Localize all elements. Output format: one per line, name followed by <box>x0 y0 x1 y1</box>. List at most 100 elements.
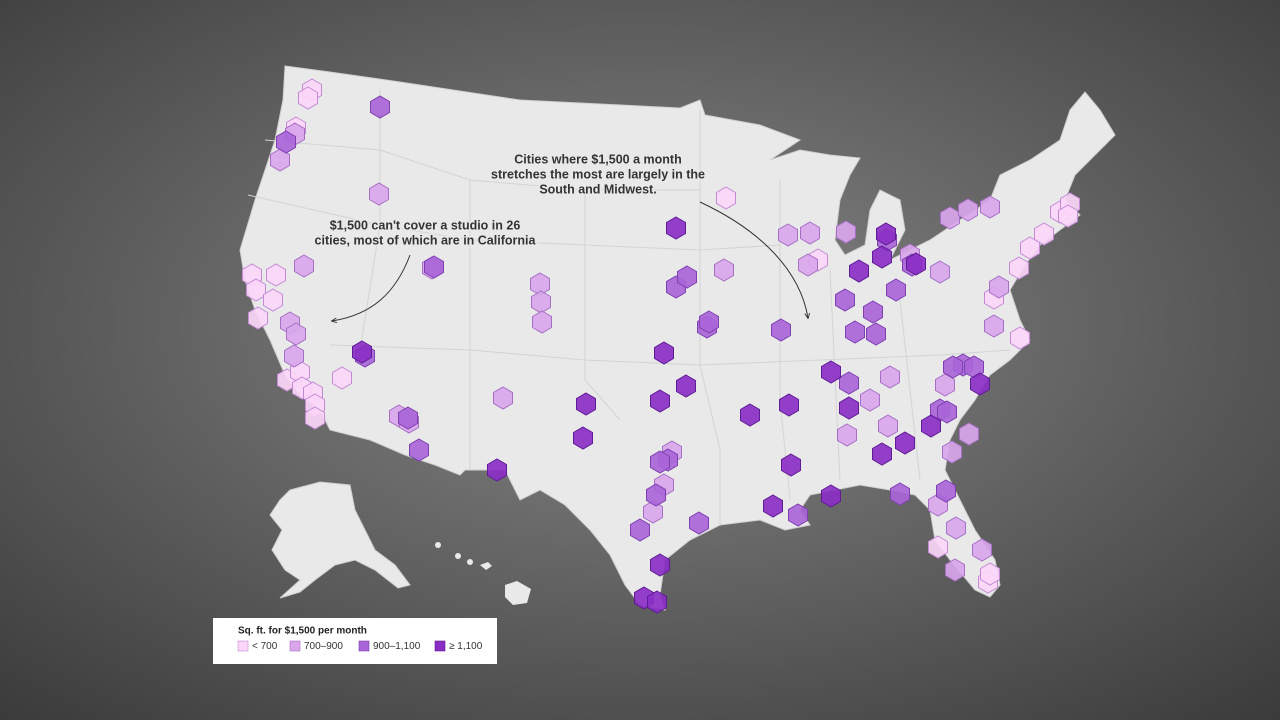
city-hex <box>866 322 886 346</box>
city-hex <box>654 341 674 365</box>
city-hex <box>835 288 855 312</box>
city-hex <box>946 516 966 540</box>
legend-label: 700–900 <box>304 641 343 652</box>
legend-box <box>213 618 497 664</box>
city-hex <box>798 253 818 277</box>
city-hex <box>286 322 306 346</box>
city-hex <box>959 422 979 446</box>
annotation-line: Cities where $1,500 a month <box>514 152 681 166</box>
legend-label: ≥ 1,100 <box>449 641 483 652</box>
city-hex <box>1009 256 1029 280</box>
city-hex <box>677 265 697 289</box>
legend-label: 900–1,100 <box>373 641 421 652</box>
city-hex <box>284 344 304 368</box>
city-hex <box>298 86 318 110</box>
city-hex <box>573 426 593 450</box>
city-hex <box>532 310 552 334</box>
city-hex <box>863 300 883 324</box>
legend-title: Sq. ft. for $1,500 per month <box>238 626 367 637</box>
city-hex <box>1010 326 1030 350</box>
city-hex <box>872 442 892 466</box>
annotation-arrow <box>332 254 411 321</box>
city-hex <box>630 518 650 542</box>
city-hex <box>836 220 856 244</box>
alaska <box>269 481 411 599</box>
city-hex <box>763 494 783 518</box>
city-hex <box>921 414 941 438</box>
annotation-line: cities, most of which are in California <box>315 233 537 247</box>
city-hex <box>935 373 955 397</box>
city-hex <box>839 396 859 420</box>
city-hex <box>294 254 314 278</box>
city-hex <box>1034 222 1054 246</box>
city-hex <box>837 423 857 447</box>
city-markers <box>242 78 1080 614</box>
city-hex <box>270 148 290 172</box>
legend-swatch <box>237 640 249 652</box>
city-hex <box>714 258 734 282</box>
city-hex <box>839 371 859 395</box>
city-hex <box>936 479 956 503</box>
city-hex <box>821 484 841 508</box>
city-hex <box>980 562 1000 586</box>
annotation-line: South and Midwest. <box>539 182 656 196</box>
city-hex <box>424 255 444 279</box>
city-hex <box>890 482 910 506</box>
annotation-line: $1,500 can't cover a studio in 26 <box>330 218 521 232</box>
city-hex <box>650 553 670 577</box>
city-hex <box>716 186 736 210</box>
city-hex <box>800 221 820 245</box>
city-hex <box>788 503 808 527</box>
city-hex <box>647 590 667 614</box>
city-hex <box>906 252 926 276</box>
annotation-line: stretches the most are largely in the <box>491 167 705 181</box>
city-hex <box>778 223 798 247</box>
city-hex <box>352 340 372 364</box>
city-hex <box>928 535 948 559</box>
city-hex <box>849 259 869 283</box>
city-hex <box>972 538 992 562</box>
city-hex <box>398 406 418 430</box>
legend-swatch <box>434 640 446 652</box>
city-hex <box>945 558 965 582</box>
city-hex <box>876 222 896 246</box>
city-hex <box>940 206 960 230</box>
city-hex <box>305 406 325 430</box>
city-hex <box>650 450 670 474</box>
city-hex <box>666 216 686 240</box>
city-hex <box>942 440 962 464</box>
city-hex <box>930 260 950 284</box>
legend-swatch <box>358 640 370 652</box>
legend-swatch <box>289 640 301 652</box>
city-hex <box>676 374 696 398</box>
city-hex <box>958 198 978 222</box>
city-hex <box>369 182 389 206</box>
city-hex <box>576 392 596 416</box>
city-hex <box>781 453 801 477</box>
city-hex <box>266 263 286 287</box>
city-hex <box>246 278 266 302</box>
city-hex <box>248 306 268 330</box>
city-hex <box>779 393 799 417</box>
city-hex <box>699 310 719 334</box>
city-hex <box>1058 204 1078 228</box>
annotation-arrow <box>699 201 808 318</box>
city-hex <box>646 483 666 507</box>
city-hex <box>872 245 892 269</box>
city-hex <box>487 458 507 482</box>
city-hex <box>643 500 663 524</box>
city-hex <box>886 278 906 302</box>
city-hex <box>531 290 551 314</box>
city-hex <box>984 314 1004 338</box>
legend-label: < 700 <box>252 641 278 652</box>
city-hex <box>689 511 709 535</box>
city-hex <box>493 386 513 410</box>
city-hex <box>845 320 865 344</box>
legend: Sq. ft. for $1,500 per month < 700 700–90… <box>213 618 497 664</box>
city-hex <box>970 372 990 396</box>
city-hex <box>276 130 296 154</box>
city-hex <box>895 431 915 455</box>
city-hex <box>860 388 880 412</box>
